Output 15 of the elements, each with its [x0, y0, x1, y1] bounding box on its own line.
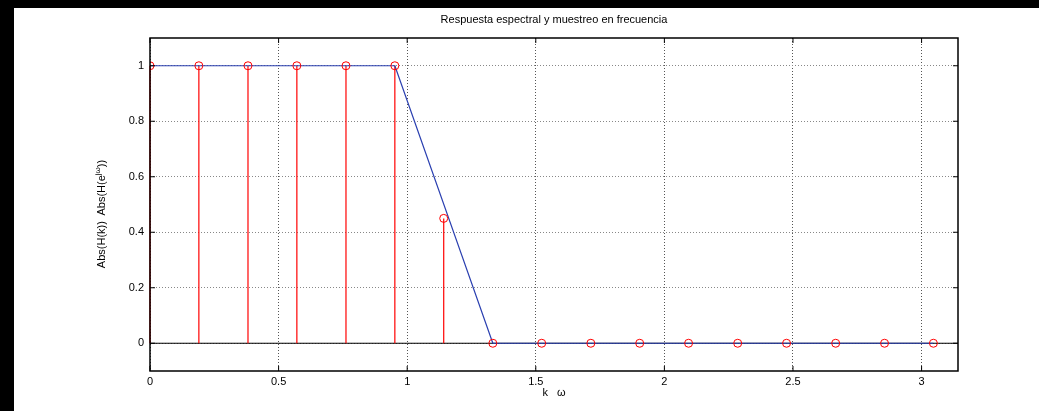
y-tick-label: 0.4 — [128, 225, 144, 238]
x-tick-label: 2 — [661, 374, 668, 387]
y-tick-label: 0.6 — [128, 169, 144, 182]
x-tick-label: 2.5 — [785, 374, 801, 387]
x-tick-label: 0 — [146, 374, 154, 387]
x-tick-label: 0.5 — [270, 374, 287, 387]
y-tick-label: 1 — [137, 58, 144, 71]
x-tick-label: 1 — [404, 374, 411, 387]
y-tick-label: 0.2 — [128, 280, 144, 293]
x-axis-title: k ω — [542, 386, 567, 399]
y-tick-label: 0.8 — [128, 114, 144, 127]
x-tick-label: 3 — [918, 374, 925, 387]
x-tick-label: 1.5 — [528, 374, 544, 387]
chart-title: Respuesta espectral y muestreo en frecuencia — [440, 13, 669, 26]
y-tick-label: 0 — [137, 336, 144, 349]
